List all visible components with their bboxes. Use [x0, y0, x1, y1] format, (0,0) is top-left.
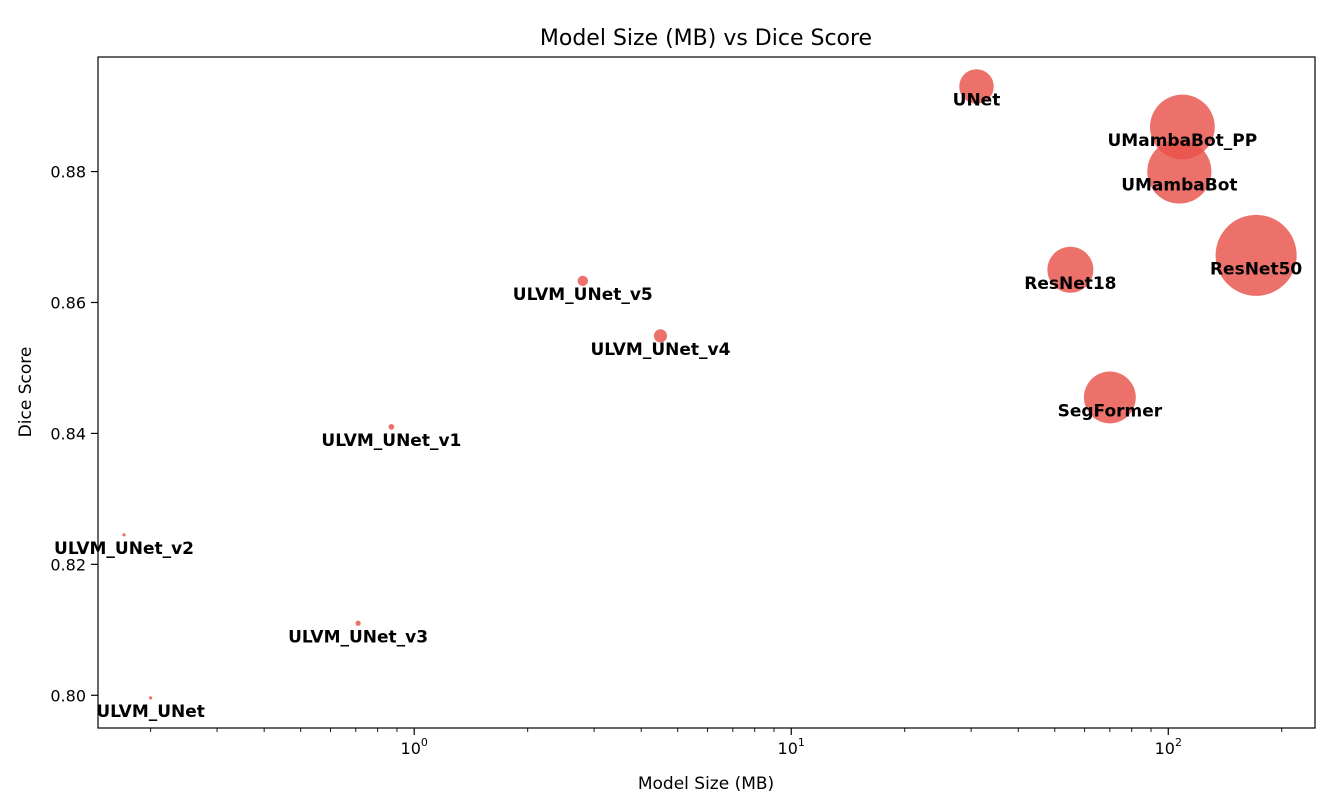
- y-tick-label: 0.86: [50, 293, 86, 312]
- point-label: UMambaBot: [1121, 176, 1237, 196]
- point-label: ResNet18: [1024, 274, 1116, 294]
- point-label: ULVM_UNet_v1: [321, 431, 461, 451]
- x-axis: 100 101 102: [150, 728, 1283, 758]
- point-label: ULVM_UNet_v4: [590, 340, 730, 360]
- data-point: [388, 423, 395, 430]
- data-point: [355, 620, 361, 626]
- plot-area: [97, 56, 1316, 729]
- point-label: UNet: [953, 90, 1001, 110]
- point-label: ULVM_UNet_v2: [54, 539, 194, 559]
- y-axis: 0.80 0.82 0.84 0.86 0.88: [50, 163, 98, 705]
- point-label: UMambaBot_PP: [1108, 131, 1258, 151]
- data-point: [577, 275, 588, 287]
- data-point: [1147, 139, 1212, 204]
- point-label: SegFormer: [1058, 401, 1163, 421]
- x-tick-label: 101: [778, 736, 805, 758]
- x-tick-label: 102: [1155, 736, 1182, 758]
- point-labels: UNet UMambaBot_PP UMambaBot ResNet50 ResNet1…: [54, 90, 1302, 721]
- data-point: [1047, 246, 1094, 293]
- point-label: ResNet50: [1210, 259, 1302, 279]
- y-axis-label: Dice Score: [16, 347, 36, 438]
- data-point: [959, 69, 994, 104]
- point-label: ULVM_UNet: [96, 702, 205, 722]
- y-tick-label: 0.88: [50, 163, 86, 182]
- y-tick-label: 0.84: [50, 424, 86, 443]
- chart-title: Model Size (MB) vs Dice Score: [540, 26, 872, 51]
- data-point: [122, 533, 126, 537]
- data-point: [149, 696, 153, 700]
- y-tick-label: 0.82: [50, 555, 86, 574]
- point-label: ULVM_UNet_v3: [288, 627, 428, 647]
- x-axis-label: Model Size (MB): [638, 774, 774, 794]
- point-label: ULVM_UNet_v5: [513, 285, 653, 305]
- data-points: [122, 69, 1297, 700]
- data-point: [1215, 214, 1297, 296]
- data-point: [1083, 371, 1136, 424]
- data-point: [653, 329, 668, 343]
- y-tick-label: 0.80: [50, 686, 86, 705]
- x-tick-label: 100: [401, 736, 428, 758]
